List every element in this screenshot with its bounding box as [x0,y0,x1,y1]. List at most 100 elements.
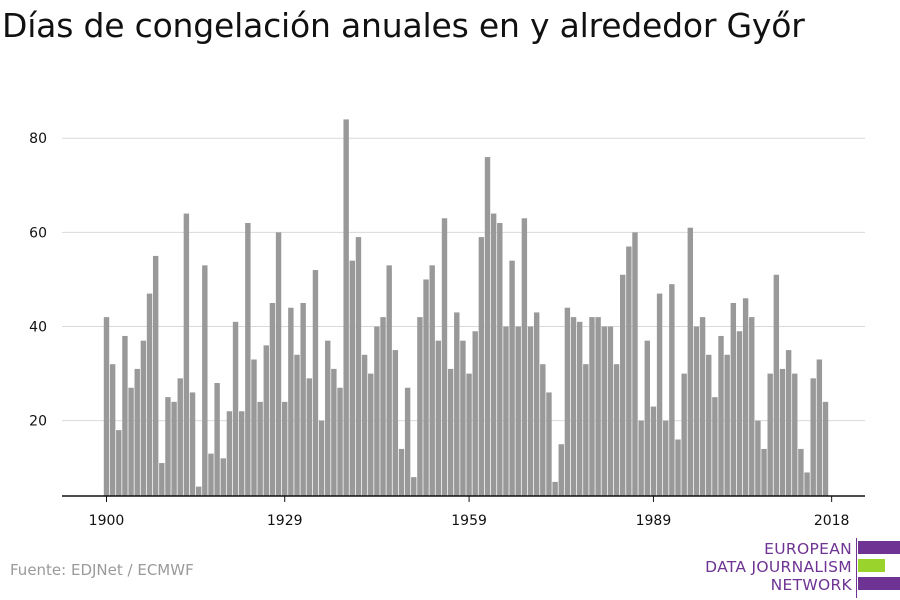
bar-year-1971 [540,364,546,496]
bar-year-1950 [411,477,417,496]
bar-year-1967 [515,326,521,496]
bar-year-2011 [785,350,792,496]
bar-year-1987 [638,420,644,496]
bar-year-1999 [712,397,718,496]
bar-year-2002 [730,303,737,496]
bar-year-1909 [159,463,165,496]
bar-year-1983 [613,364,620,496]
y-axis-ticks: 20 40 60 80 [29,131,47,429]
bar-year-1935 [318,420,325,496]
bars [103,119,829,497]
bar-year-1969 [527,326,534,496]
bar-year-1906 [140,340,147,496]
bar-year-1991 [663,420,669,496]
bar-year-1943 [368,373,374,496]
bar-year-2004 [742,298,749,496]
bar-year-1955 [441,218,448,496]
bar-year-2000 [718,335,724,496]
bar-year-1982 [607,326,614,496]
y-tick-label: 60 [29,225,47,241]
bar-year-1933 [306,378,312,496]
logo-text-line1: EUROPEAN [764,540,852,558]
bar-year-1915 [195,486,202,496]
bar-year-1931 [294,354,300,496]
bar-year-1949 [404,387,411,496]
logo-text-line2: DATA JOURNALISM [705,558,852,576]
bar-year-2008 [767,373,773,496]
source-note: Fuente: EDJNet / ECMWF [10,561,194,579]
bar-year-1977 [576,321,583,496]
bar-year-1929 [282,401,288,496]
bar-year-1914 [189,392,196,496]
x-tick-label: 1929 [267,513,303,529]
bar-year-1903 [122,335,128,496]
bar-year-1907 [146,293,153,496]
bar-year-1981 [601,326,607,496]
bar-year-1919 [220,458,226,496]
bar-year-1918 [214,383,220,496]
bar-year-1946 [386,265,392,496]
bar-year-1916 [202,265,208,496]
bar-year-1905 [134,368,140,496]
bar-year-1901 [109,364,116,496]
y-tick-label: 80 [29,131,47,147]
bar-year-1904 [128,387,134,496]
bar-year-1968 [521,218,528,496]
bar-year-2017 [822,401,829,496]
x-tick-label: 1989 [636,513,672,529]
bar-year-1908 [152,255,159,496]
bar-year-1962 [484,157,491,496]
bar-year-1902 [116,430,122,496]
chart-title: Días de congelación anuales en y alreded… [2,6,805,45]
bar-year-1978 [583,364,589,496]
bar-year-1941 [355,237,362,496]
bar-year-1911 [171,401,177,496]
logo-bar-bottom [858,577,900,590]
logo-bar-top [858,541,900,554]
bar-year-1973 [552,481,558,496]
bar-year-1993 [675,439,681,496]
bar-year-1928 [275,232,282,496]
bar-year-1965 [503,326,509,496]
bar-year-1951 [417,317,423,496]
bar-year-1910 [165,397,171,496]
bar-year-1975 [564,307,571,496]
bar-year-1988 [644,340,650,496]
logo-bar-middle [858,559,885,572]
bar-year-1932 [300,303,306,496]
bar-year-1900 [103,317,110,496]
bar-year-2009 [773,274,780,496]
bar-year-1930 [288,307,294,496]
bar-year-1980 [595,317,601,496]
bar-year-1956 [447,368,454,496]
bar-year-1936 [325,340,331,496]
bar-year-2016 [816,359,823,496]
bar-year-1912 [177,378,183,496]
bar-year-1926 [263,345,269,496]
bar-year-2005 [749,317,755,496]
bar-year-1986 [632,232,638,496]
bar-year-2010 [779,368,786,496]
bar-year-2006 [755,420,761,496]
bar-year-1959 [466,373,472,496]
bar-year-1925 [257,401,263,496]
bar-year-1921 [232,321,239,496]
bar-year-2003 [736,331,743,496]
bar-year-1934 [312,270,319,496]
bar-year-1961 [478,237,485,496]
bar-year-1957 [454,312,460,496]
bar-year-1953 [429,265,435,496]
bar-year-1939 [343,119,349,496]
y-tick-label: 20 [29,414,47,430]
y-tick-label: 40 [29,320,47,336]
bar-year-1994 [681,373,687,496]
bar-year-1952 [423,279,429,496]
bar-year-1984 [620,274,626,496]
bar-year-1996 [693,326,700,496]
bar-year-1917 [208,453,214,496]
bar-year-1927 [269,303,276,496]
bar-year-2007 [761,448,767,496]
bar-year-1992 [669,284,675,496]
bar-year-1937 [331,368,337,496]
